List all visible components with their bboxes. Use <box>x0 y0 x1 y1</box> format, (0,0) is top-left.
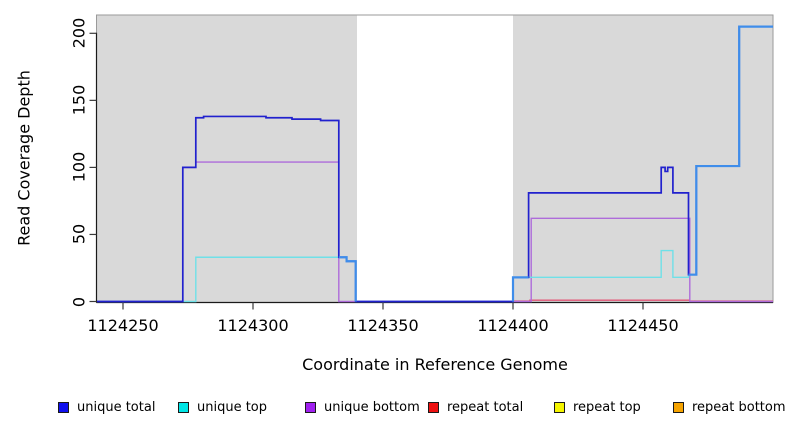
legend-item-unique-top: unique top <box>178 398 267 416</box>
legend-item-repeat-top: repeat top <box>554 398 641 416</box>
legend-item-repeat-bottom: repeat bottom <box>673 398 786 416</box>
series-line-unique-total-on-top-overlap <box>338 25 773 302</box>
legend-swatch <box>554 401 565 413</box>
legend-swatch <box>58 401 69 413</box>
x-axis-title: Coordinate in Reference Genome <box>302 355 568 374</box>
legend-item-unique-bottom: unique bottom <box>305 398 420 416</box>
legend-swatch <box>428 401 439 413</box>
y-tick-label: 200 <box>69 18 89 49</box>
legend-label: unique bottom <box>324 399 420 415</box>
x-tick-label: 1124250 <box>87 316 159 335</box>
x-tick-label: 1124450 <box>607 316 679 335</box>
legend-label: unique total <box>77 399 156 415</box>
y-tick-label: 100 <box>69 152 89 183</box>
shaded-region <box>97 15 357 303</box>
legend-label: repeat total <box>447 399 524 415</box>
x-tick-label: 1124400 <box>477 316 549 335</box>
shaded-region <box>513 15 773 303</box>
legend-label: repeat top <box>573 399 641 415</box>
y-tick-label: 0 <box>69 296 89 307</box>
legend-item-unique-total: unique total <box>58 398 155 416</box>
legend-swatch <box>305 401 316 413</box>
x-tick-label: 1124350 <box>347 316 419 335</box>
legend-label: repeat bottom <box>692 399 786 415</box>
legend-swatch <box>673 401 684 413</box>
y-axis-title: Read Coverage Depth <box>14 70 34 246</box>
legend-label: unique top <box>197 399 268 415</box>
y-tick-label: 50 <box>69 224 89 245</box>
legend-swatch <box>178 401 189 413</box>
legend-item-repeat-total: repeat total <box>428 398 523 416</box>
y-tick-label: 150 <box>69 85 89 116</box>
x-tick-label: 1124300 <box>217 316 289 335</box>
